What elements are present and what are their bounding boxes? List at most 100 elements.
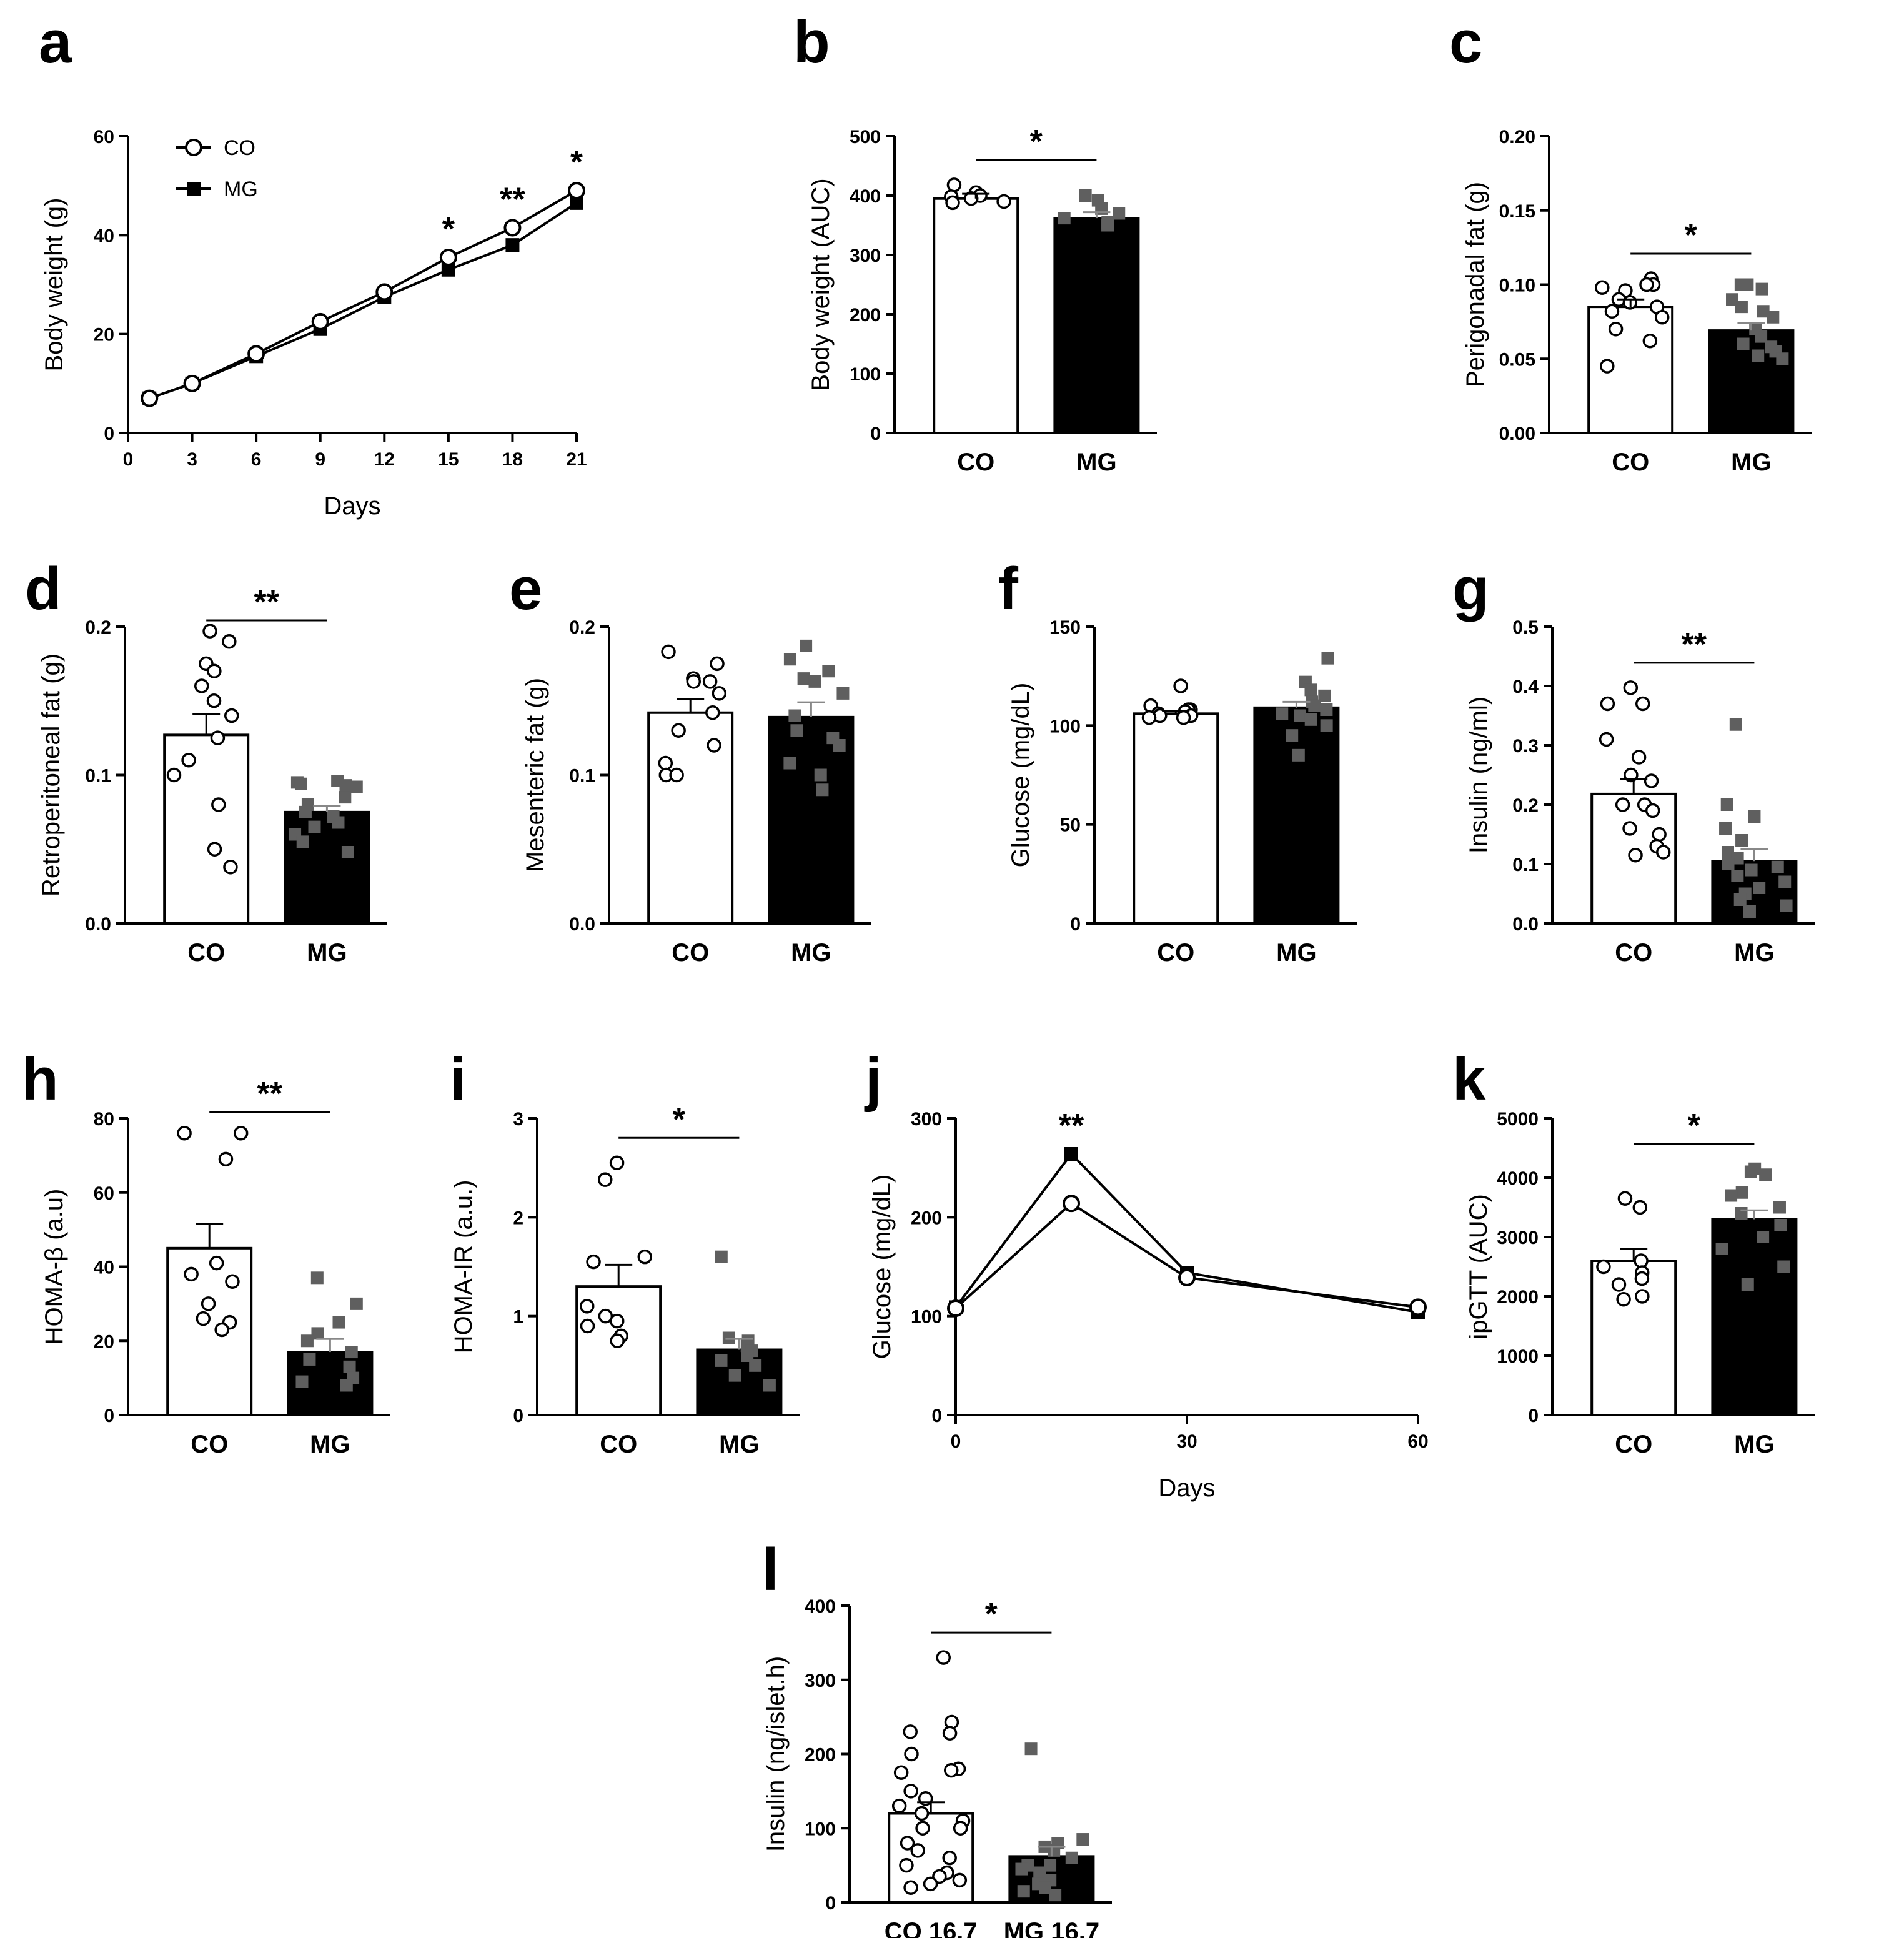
y-tick-label: 50 [1060, 815, 1081, 836]
data-point-co [225, 1274, 240, 1289]
y-tick-label: 0.1 [569, 766, 595, 787]
data-point-mg [339, 791, 352, 804]
y-tick-label: 0.05 [1499, 349, 1535, 370]
data-point-co [963, 191, 979, 206]
data-point-co [218, 1151, 234, 1167]
significance-marker: * [570, 144, 583, 181]
point-co [183, 374, 201, 392]
panel-j: j 0 100 200 300 Glucose (mg/dL) 0 30 60 Days ** [864, 1046, 1429, 1502]
y-tick-label: 100 [805, 1819, 836, 1839]
category-label: MG [1276, 939, 1316, 967]
legend-marker-mg [187, 182, 201, 196]
panel-letter: a [39, 9, 72, 76]
y-tick-label: 400 [850, 186, 881, 207]
data-point-mg [1049, 1889, 1062, 1902]
x-axis-title: Days [1158, 1474, 1215, 1502]
data-point-co [166, 767, 182, 783]
panel-f: f 0 50 100 150 Glucose (mg/dL) CO MG [998, 555, 1357, 967]
significance-marker: * [1685, 217, 1698, 254]
data-point-co [942, 1726, 958, 1741]
data-point-mg [1294, 709, 1307, 722]
y-tick-label: 1000 [1497, 1346, 1539, 1367]
x-tick-label: 21 [566, 449, 587, 470]
data-point-co [1635, 696, 1650, 712]
data-point-co [184, 1266, 199, 1282]
y-tick-label: 400 [805, 1596, 836, 1617]
x-tick-label: 60 [1407, 1431, 1428, 1452]
data-point-co [923, 1876, 938, 1892]
panel-letter: h [22, 1046, 59, 1113]
point-co [503, 219, 522, 237]
category-label: MG [719, 1431, 759, 1458]
point-co [1063, 1195, 1080, 1213]
y-tick-label: 3000 [1497, 1228, 1539, 1248]
data-point-mg [1039, 1881, 1052, 1894]
point-mg [505, 238, 520, 252]
y-tick-label: 20 [94, 1331, 114, 1352]
significance-marker: ** [257, 1076, 283, 1112]
data-point-mg [1778, 875, 1792, 888]
y-axis-title: Glucose (mg/dL) [868, 1175, 896, 1359]
category-label: CO 16.7 [885, 1918, 978, 1938]
significance-marker: ** [500, 181, 525, 217]
data-point-mg [1076, 1833, 1089, 1846]
data-point-mg [1033, 1866, 1046, 1879]
y-tick-label: 200 [911, 1208, 942, 1228]
panel-d: d 0.0 0.1 0.2 Retroperitoneal fat (g) CO MG ** [25, 555, 387, 967]
point-co [1409, 1298, 1427, 1316]
y-tick-label: 0.10 [1499, 276, 1535, 296]
data-point-mg [728, 1369, 741, 1382]
y-tick-label: 0.15 [1499, 201, 1535, 222]
category-label: MG [1734, 1431, 1774, 1458]
category-label: CO [191, 1431, 228, 1458]
data-point-mg [1767, 311, 1780, 324]
significance-marker: ** [254, 584, 280, 620]
panel-letter: l [762, 1536, 779, 1603]
x-tick-label: 30 [1176, 1431, 1197, 1452]
category-label: CO [672, 939, 709, 967]
data-point-co [952, 1872, 968, 1888]
y-tick-label: 40 [94, 226, 114, 246]
data-point-mg [1755, 330, 1768, 343]
y-axis-title: ipGTT (AUC) [1465, 1194, 1492, 1339]
data-point-co [610, 1333, 625, 1348]
data-point-mg [1720, 798, 1733, 811]
data-point-co [211, 797, 226, 812]
panel-a: a 0 20 40 60 Body weight (g) 0 3 6 9 12 15 18 21 Days *… [39, 9, 587, 520]
data-point-mg [783, 757, 796, 770]
data-point-mg [1308, 699, 1321, 712]
category-label: MG [1076, 449, 1116, 476]
y-tick-label: 0 [104, 1406, 114, 1426]
data-point-mg [1044, 1859, 1057, 1872]
data-point-mg [1753, 882, 1766, 894]
series-line-mg [954, 1151, 1419, 1314]
data-point-mg [310, 1271, 324, 1285]
y-tick-label: 100 [1049, 716, 1081, 737]
data-point-mg [1320, 719, 1333, 732]
data-point-co [224, 708, 239, 723]
data-point-mg [808, 675, 821, 688]
data-point-mg [1744, 1165, 1757, 1178]
x-tick-label: 15 [438, 449, 459, 470]
y-tick-label: 60 [94, 1183, 114, 1204]
data-point-co [201, 1296, 216, 1311]
x-axis-title: Days [324, 492, 380, 520]
data-point-mg [833, 739, 846, 752]
data-point-mg [1276, 707, 1289, 720]
data-point-mg [1731, 870, 1744, 882]
point-co [568, 182, 585, 200]
point-mg [441, 262, 455, 277]
y-tick-label: 0.4 [1512, 677, 1539, 697]
data-point-mg [788, 709, 801, 722]
x-tick-label: 9 [315, 449, 325, 470]
data-point-mg [797, 672, 810, 685]
category-label: CO [600, 1431, 637, 1458]
y-axis-title: Insulin (ng/islet.h) [762, 1656, 790, 1852]
category-label: CO [1615, 939, 1652, 967]
data-point-co [1611, 1277, 1627, 1292]
data-point-mg [332, 1316, 345, 1329]
y-axis-title: Insulin (ng/ml) [1465, 697, 1492, 853]
data-point-co [609, 1313, 625, 1329]
data-point-co [1600, 696, 1615, 712]
panel-i: i 0 1 2 3 HOMA-IR (a.u.) CO MG * [450, 1046, 800, 1458]
